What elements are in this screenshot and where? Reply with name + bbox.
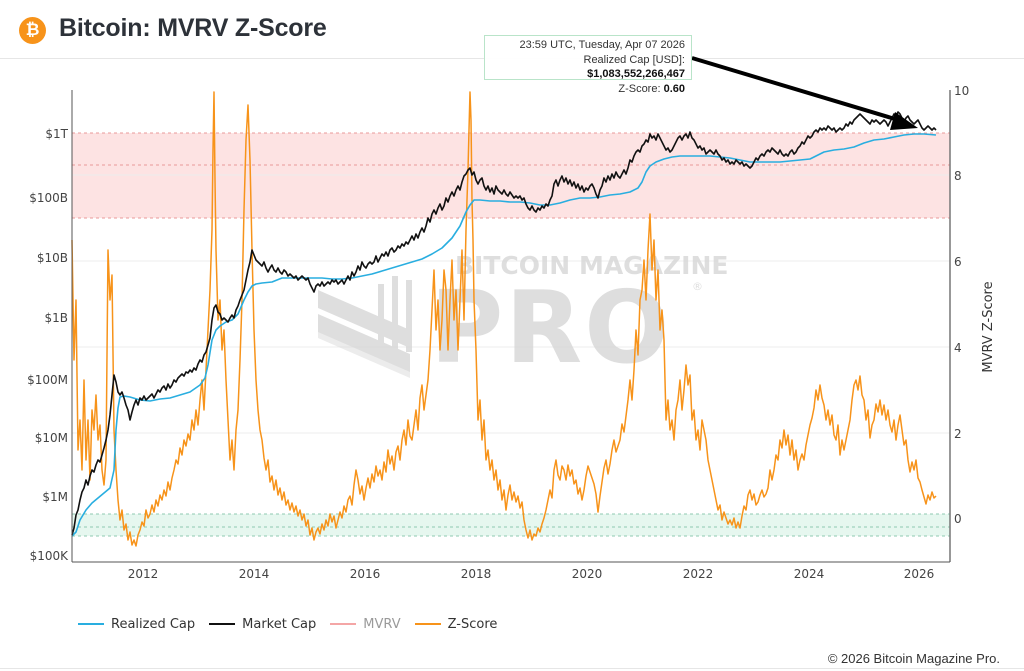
svg-text:4: 4 — [954, 341, 962, 355]
hover-tooltip: 23:59 UTC, Tuesday, Apr 07 2026 Realized… — [484, 35, 692, 95]
bitcoin-icon: ₿ — [19, 17, 46, 44]
svg-text:2018: 2018 — [461, 567, 492, 581]
zscore-swatch-icon — [414, 623, 441, 625]
right-axis-title: MVRV Z-Score — [981, 281, 996, 372]
mvrv-swatch-icon — [330, 623, 357, 625]
svg-text:2024: 2024 — [794, 567, 825, 581]
svg-text:$100K: $100K — [30, 549, 70, 563]
svg-text:$100M: $100M — [27, 373, 68, 387]
legend-item-mvrv[interactable]: MVRV — [330, 617, 401, 632]
tooltip-zscore: Z-Score: 0.60 — [618, 82, 685, 95]
svg-text:®: ® — [692, 280, 703, 293]
copyright: © 2026 Bitcoin Magazine Pro. — [827, 651, 1000, 666]
watermark: BITCOIN MAGAZINE PRO ® — [318, 251, 728, 386]
annotation-arrow — [691, 56, 918, 130]
realized-cap-line — [71, 133, 937, 537]
svg-text:2022: 2022 — [683, 567, 714, 581]
chart-legend: Realized Cap Market Cap MVRV Z-Score — [78, 615, 511, 633]
market-cap-line — [71, 111, 937, 536]
svg-text:PRO: PRO — [430, 269, 671, 386]
svg-text:0: 0 — [954, 512, 962, 526]
tooltip-realized-cap: Realized Cap [USD]: $1,083,552,266,467 — [583, 53, 686, 81]
svg-text:$1M: $1M — [42, 490, 68, 504]
undervalued-band — [72, 514, 950, 536]
realized-cap-swatch-icon — [78, 623, 104, 625]
page-title: Bitcoin: MVRV Z-Score — [59, 14, 327, 42]
left-axis-ticks: $1T $100B $10B $1B $100M $10M $1M $100K — [27, 127, 69, 563]
tooltip-datetime: 23:59 UTC, Tuesday, Apr 07 2026 — [519, 39, 685, 51]
green-band-lines — [72, 513, 950, 537]
svg-text:$1T: $1T — [45, 127, 68, 141]
red-band-lines — [72, 132, 950, 219]
svg-text:8: 8 — [954, 169, 962, 183]
right-axis-ticks: 10 8 6 4 2 0 — [954, 84, 969, 526]
zscore-line — [71, 91, 937, 547]
svg-text:2016: 2016 — [350, 567, 381, 581]
x-axis-ticks: 2012 2014 2016 2018 2020 2022 2024 2026 — [128, 567, 935, 581]
svg-text:2: 2 — [954, 427, 962, 441]
svg-text:10: 10 — [954, 84, 969, 98]
legend-item-realized-cap[interactable]: Realized Cap — [78, 617, 195, 632]
svg-text:6: 6 — [954, 255, 962, 269]
svg-text:2014: 2014 — [239, 567, 270, 581]
market-cap-swatch-icon — [209, 623, 236, 625]
svg-text:2012: 2012 — [128, 567, 159, 581]
svg-text:BITCOIN MAGAZINE: BITCOIN MAGAZINE — [455, 251, 728, 280]
gridlines — [72, 174, 950, 434]
svg-text:2020: 2020 — [572, 567, 603, 581]
mvrv-chart[interactable]: BITCOIN MAGAZINE PRO ® $1T $100B $10B $1… — [0, 0, 1024, 600]
svg-text:$10B: $10B — [37, 251, 68, 265]
svg-text:$1B: $1B — [44, 311, 68, 325]
footer-divider — [0, 668, 1024, 669]
legend-item-market-cap[interactable]: Market Cap — [209, 617, 316, 632]
legend-item-zscore[interactable]: Z-Score — [414, 617, 497, 632]
svg-text:$100B: $100B — [29, 191, 68, 205]
svg-text:2026: 2026 — [904, 567, 935, 581]
svg-text:$10M: $10M — [35, 431, 68, 445]
